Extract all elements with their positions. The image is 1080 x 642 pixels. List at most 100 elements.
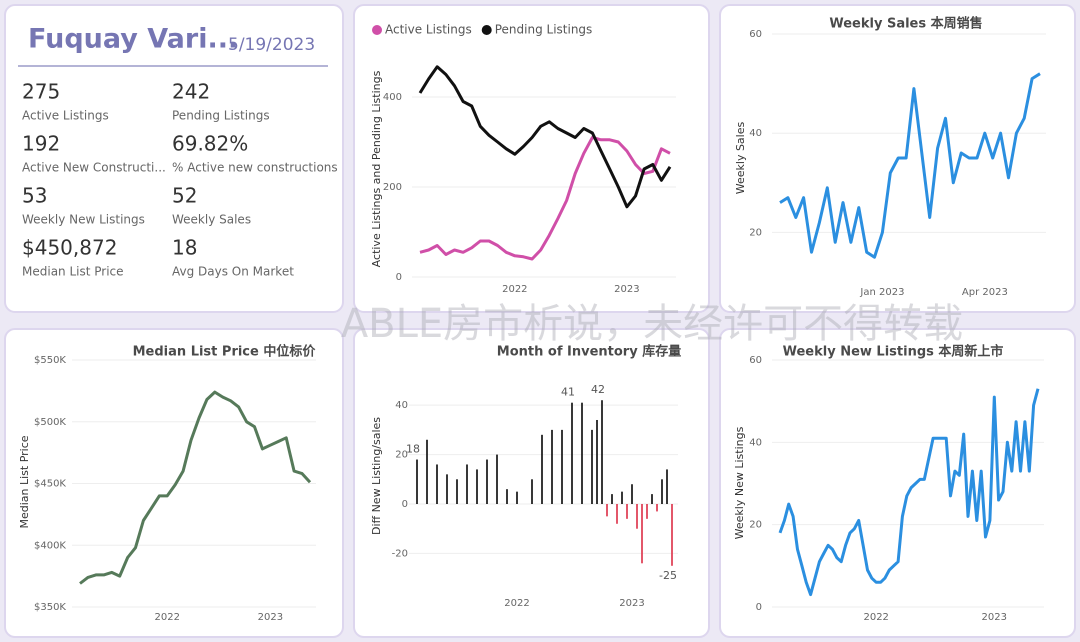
y-tick-label: 40 bbox=[749, 437, 762, 448]
bar bbox=[601, 400, 603, 505]
chart-title: Month of Inventory 库存量 bbox=[497, 344, 681, 360]
kpi-label: Active Listings bbox=[22, 109, 109, 123]
x-tick-label: 2023 bbox=[619, 598, 644, 609]
bar bbox=[591, 429, 593, 505]
bar bbox=[486, 459, 488, 505]
bar bbox=[666, 469, 668, 505]
x-tick-label: 2022 bbox=[504, 598, 529, 609]
bar bbox=[656, 504, 658, 512]
bar bbox=[621, 491, 623, 505]
bar bbox=[466, 464, 468, 505]
bar bbox=[506, 489, 508, 505]
bar bbox=[651, 494, 653, 505]
kpi-label: % Active new constructions bbox=[172, 161, 338, 175]
y-tick-label: $500K bbox=[34, 417, 66, 428]
bar bbox=[571, 402, 573, 505]
x-tick-label: Jan 2023 bbox=[859, 287, 904, 298]
x-tick-label: 2023 bbox=[258, 612, 283, 623]
data-label: 42 bbox=[591, 383, 605, 396]
y-axis-label: Weekly New Listings bbox=[733, 426, 746, 539]
legend-swatch bbox=[481, 25, 492, 35]
watermark: ABLE房市析说，未经许可不得转载 bbox=[341, 301, 963, 347]
bar bbox=[631, 484, 633, 505]
bar bbox=[606, 504, 608, 517]
bar bbox=[541, 434, 543, 505]
kpi-value: 69.82% bbox=[172, 132, 248, 156]
y-tick-label: -20 bbox=[392, 548, 408, 559]
y-tick-label: 200 bbox=[383, 182, 402, 193]
kpi-label: Weekly New Listings bbox=[22, 213, 145, 227]
legend-label: Active Listings bbox=[385, 23, 472, 37]
kpi-value: 52 bbox=[172, 184, 197, 208]
legend-label: Pending Listings bbox=[495, 23, 593, 37]
kpi-label: Median List Price bbox=[22, 265, 124, 279]
bar bbox=[476, 469, 478, 505]
line bbox=[79, 390, 312, 585]
bar bbox=[581, 402, 583, 505]
bar bbox=[626, 504, 628, 519]
data-label: -25 bbox=[659, 569, 677, 582]
kpi-label: Weekly Sales bbox=[172, 213, 251, 227]
line bbox=[778, 388, 1040, 597]
y-axis-label: Median List Price bbox=[18, 435, 31, 528]
bar bbox=[661, 479, 663, 505]
bar bbox=[616, 504, 618, 524]
bar bbox=[436, 464, 438, 505]
y-tick-label: $450K bbox=[34, 479, 66, 490]
kpi-panel bbox=[4, 4, 344, 313]
y-tick-label: 20 bbox=[749, 227, 762, 238]
y-tick-label: 0 bbox=[756, 602, 762, 613]
chart-title: Weekly New Listings 本周新上市 bbox=[783, 344, 1004, 360]
bar bbox=[596, 419, 598, 505]
y-tick-label: 0 bbox=[402, 499, 408, 510]
header-title: Fuquay Vari... bbox=[28, 24, 238, 55]
x-tick-label: Apr 2023 bbox=[962, 287, 1008, 298]
kpi-value: 53 bbox=[22, 184, 47, 208]
y-axis-label: Weekly Sales bbox=[734, 121, 747, 194]
y-tick-label: 400 bbox=[383, 92, 402, 103]
chart-title: Median List Price 中位标价 bbox=[133, 344, 317, 360]
panel bbox=[353, 4, 710, 313]
bar bbox=[456, 479, 458, 505]
bar bbox=[641, 504, 643, 564]
bar bbox=[531, 479, 533, 505]
y-tick-label: 20 bbox=[395, 450, 408, 461]
header-date: 5/19/2023 bbox=[228, 35, 315, 55]
y-axis-label: Diff New Listing/sales bbox=[370, 417, 383, 535]
x-tick-label: 2022 bbox=[502, 284, 527, 295]
bar bbox=[416, 459, 418, 505]
y-axis-label: Active Listings and Pending Listings bbox=[370, 70, 383, 267]
panels bbox=[4, 4, 1076, 638]
line bbox=[418, 65, 672, 209]
chart-title: Weekly Sales 本周销售 bbox=[829, 16, 982, 32]
kpi-value: 242 bbox=[172, 80, 210, 104]
bar bbox=[646, 504, 648, 519]
bar bbox=[671, 504, 673, 566]
panel bbox=[719, 328, 1076, 638]
bar bbox=[496, 454, 498, 505]
y-tick-label: $400K bbox=[34, 540, 66, 551]
kpi-value: $450,872 bbox=[22, 236, 117, 260]
y-tick-label: 60 bbox=[749, 355, 762, 366]
x-tick-label: 2022 bbox=[863, 612, 888, 623]
bar bbox=[636, 504, 638, 529]
y-tick-label: $550K bbox=[34, 355, 66, 366]
y-tick-label: 20 bbox=[749, 520, 762, 531]
bar bbox=[611, 494, 613, 505]
x-tick-label: 2022 bbox=[155, 612, 180, 623]
kpi-label: Avg Days On Market bbox=[172, 265, 294, 279]
y-tick-label: 40 bbox=[749, 128, 762, 139]
y-tick-label: 40 bbox=[395, 400, 408, 411]
kpi-value: 275 bbox=[22, 80, 60, 104]
bar bbox=[516, 491, 518, 505]
y-tick-label: 60 bbox=[749, 29, 762, 40]
x-tick-label: 2023 bbox=[982, 612, 1007, 623]
y-tick-label: $350K bbox=[34, 602, 66, 613]
data-label: 18 bbox=[406, 443, 420, 456]
kpi-value: 18 bbox=[172, 236, 197, 260]
kpi-label: Pending Listings bbox=[172, 109, 270, 123]
bar bbox=[561, 429, 563, 505]
x-tick-label: 2023 bbox=[614, 284, 639, 295]
bar bbox=[551, 429, 553, 505]
